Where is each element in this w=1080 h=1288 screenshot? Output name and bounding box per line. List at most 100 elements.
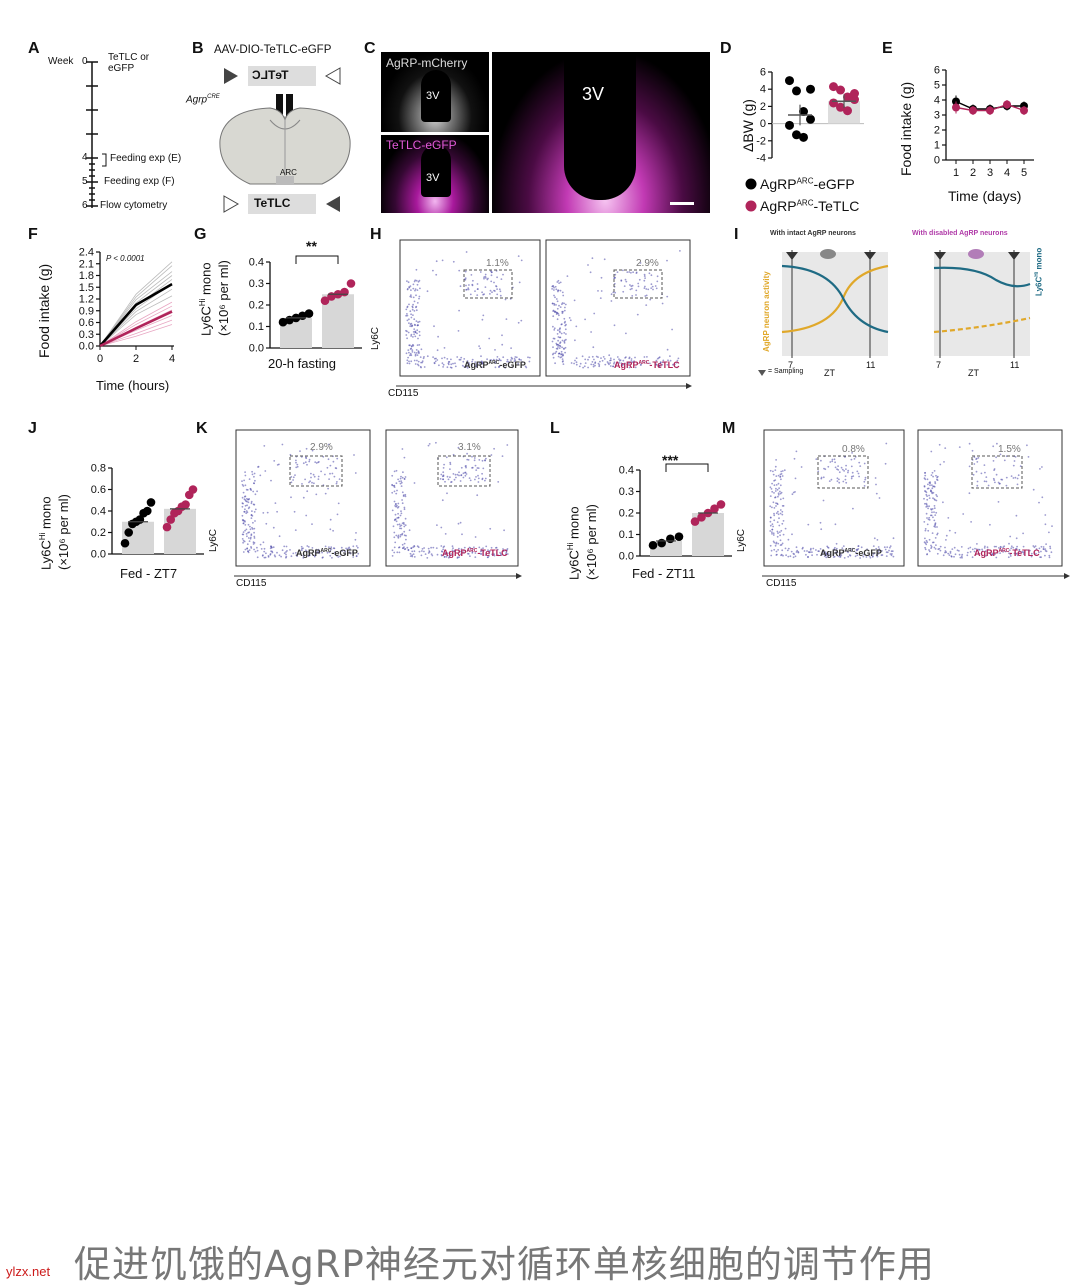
flow-event <box>935 494 938 496</box>
flow-event <box>478 546 481 549</box>
flow-event <box>779 512 782 515</box>
flow-event <box>862 555 865 558</box>
flow-event <box>933 485 936 488</box>
flow-event <box>847 469 850 472</box>
flow-event <box>501 455 504 457</box>
flow-event <box>772 501 775 504</box>
flow-event <box>1015 547 1018 550</box>
flow-event <box>1008 542 1010 545</box>
flow-event <box>784 547 787 550</box>
flow-event <box>322 556 324 559</box>
flow-event <box>933 525 936 528</box>
flow-event <box>997 501 1000 503</box>
tick-label: 2 <box>970 167 976 179</box>
flow-event <box>305 514 308 517</box>
flow-event <box>513 358 516 360</box>
flow-event <box>417 324 419 326</box>
flow-event <box>781 513 784 516</box>
flow-event <box>934 481 936 483</box>
flow-event <box>842 551 844 554</box>
flow-event <box>552 356 555 359</box>
flow-event <box>257 465 260 468</box>
flow-event <box>418 550 421 553</box>
data-point <box>1020 106 1028 115</box>
flow-event <box>954 553 957 556</box>
significance: *** <box>662 452 679 468</box>
flow-event <box>417 337 419 340</box>
flow-event <box>310 476 312 479</box>
flow-event <box>939 463 942 466</box>
flow-event <box>782 533 785 536</box>
flow-event <box>643 275 646 277</box>
data-point <box>166 515 176 524</box>
flow-event <box>938 443 941 446</box>
flow-event <box>452 453 455 456</box>
flow-event <box>496 293 499 296</box>
flow-event <box>1004 550 1007 553</box>
flow-event <box>278 535 281 538</box>
flow-event <box>480 366 483 369</box>
flow-event <box>860 546 863 549</box>
flow-event <box>458 556 460 558</box>
flow-event <box>290 476 293 478</box>
flow-event <box>352 551 354 553</box>
flow-event <box>403 506 406 509</box>
flow-event <box>397 516 400 519</box>
flow-event <box>404 548 407 550</box>
data-point <box>836 85 845 95</box>
flow-event <box>410 333 413 336</box>
flow-event <box>556 333 559 335</box>
flow-event <box>349 548 351 550</box>
flow-event <box>311 449 314 452</box>
flow-event <box>506 444 509 446</box>
flow-event <box>924 546 926 549</box>
week-4: 4 <box>82 152 88 163</box>
week-0: 0 <box>82 56 88 67</box>
flow-event <box>553 329 556 331</box>
flow-event <box>872 545 875 547</box>
flow-event <box>493 281 495 284</box>
flow-event <box>654 285 657 287</box>
flow-event <box>401 499 403 501</box>
tick-label: 6 <box>760 67 766 79</box>
flow-event <box>885 442 888 445</box>
flow-event <box>413 333 415 336</box>
flow-event <box>459 521 462 524</box>
flow-event <box>947 552 950 555</box>
flow-event <box>400 527 403 530</box>
flow-event <box>1048 556 1051 559</box>
flow-event <box>777 482 780 485</box>
flow-event <box>600 276 603 279</box>
flow-event <box>930 544 932 547</box>
flow-event <box>780 478 782 481</box>
flow-event <box>334 467 337 469</box>
flow-event <box>315 548 318 551</box>
data-point <box>799 107 808 117</box>
flow-event <box>408 362 411 365</box>
flow-event <box>874 477 877 479</box>
flow-event <box>961 553 964 556</box>
flow-event <box>478 459 481 461</box>
flow-event <box>254 550 257 553</box>
flow-event <box>656 280 659 283</box>
x-axis-label: 20-h fasting <box>268 356 336 371</box>
flow-event <box>244 499 247 501</box>
flow-event <box>776 530 779 533</box>
flow-event <box>779 484 782 487</box>
flow-event <box>558 330 561 333</box>
flow-event <box>774 490 777 492</box>
flow-event <box>308 460 311 463</box>
flow-event <box>478 362 481 364</box>
flow-event <box>471 552 474 554</box>
flow-event <box>661 363 664 366</box>
tick-label: 2.4 <box>79 247 94 259</box>
flow-event <box>329 518 332 521</box>
flow-event <box>620 279 623 282</box>
flow-event <box>483 276 485 279</box>
flow-event <box>346 548 349 551</box>
flow-event <box>411 351 414 353</box>
data-point <box>278 317 288 327</box>
flow-event <box>564 346 567 349</box>
flow-event <box>769 495 772 497</box>
flow-event <box>355 532 357 534</box>
